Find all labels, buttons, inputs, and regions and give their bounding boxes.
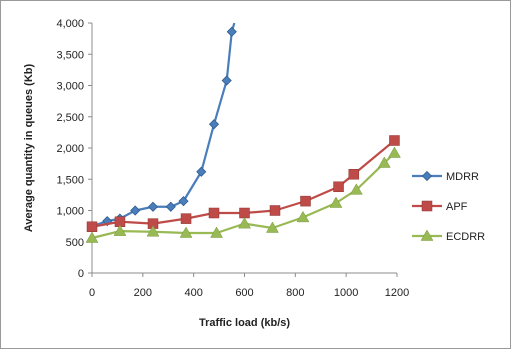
data-point-mdrr [165,201,176,212]
x-tick-label: 0 [89,287,95,299]
legend-marker-ecdrr [420,229,434,241]
y-tick-label: 1,000 [56,206,84,218]
data-point-mdrr [226,26,237,37]
data-point-apf [389,135,400,146]
data-point-ecdrr [388,146,401,158]
data-point-mdrr [208,119,220,130]
y-tick-label: 500 [66,237,84,249]
data-point-ecdrr [146,225,160,237]
data-point-apf [86,221,98,232]
y-tick-label: 1,500 [56,174,84,186]
y-tick-label: 3,000 [56,81,84,93]
data-point-mdrr [221,75,232,86]
data-point-apf [269,205,281,216]
x-tick-labels: 0 200 400 600 800 1000 1200 [89,287,409,299]
legend: MDRR APF ECDRR [412,170,485,243]
legend-label: MDRR [446,171,479,183]
series-apf [86,135,400,232]
series-line-ecdrr [91,152,396,240]
y-tick-labels: 0 500 1,000 1,500 2,000 2,500 3,000 3,500 4,000 [56,18,84,280]
data-point-apf [333,181,344,192]
data-point-ecdrr [210,226,223,238]
x-tick-label: 1200 [385,287,409,299]
series-mdrr [86,22,237,232]
y-tick-label: 4,000 [56,18,84,30]
y-tick-label: 2,000 [56,143,84,155]
x-tick-label: 1000 [334,287,358,299]
series-layer [85,22,401,243]
x-axis-title: Traffic load (kb/s) [199,317,290,329]
data-point-ecdrr [349,183,363,195]
data-point-mdrr [147,201,159,212]
data-point-ecdrr [266,221,279,233]
series-ecdrr [85,146,401,243]
data-point-ecdrr [377,156,391,168]
legend-item-ecdrr: ECDRR [412,229,485,243]
data-point-mdrr [130,205,141,216]
legend-marker-mdrr [421,170,433,182]
data-point-mdrr [196,166,207,177]
legend-label: APF [446,201,468,213]
data-point-apf [300,195,311,207]
y-axis-title: Average quantity in queues (Kb) [23,64,35,233]
data-point-apf [208,207,220,219]
data-point-ecdrr [296,210,310,223]
legend-item-mdrr: MDRR [412,170,479,183]
data-point-ecdrr [238,217,251,229]
x-tick-label: 600 [235,287,253,299]
data-point-ecdrr [179,226,193,238]
x-tick-label: 400 [184,287,202,299]
legend-item-apf: APF [412,200,468,213]
y-tick-label: 3,500 [56,49,84,61]
data-point-apf [239,207,250,219]
y-tick-label: 2,500 [56,112,84,124]
data-point-apf [348,169,360,180]
data-point-mdrr [178,196,189,207]
x-tick-label: 800 [286,287,304,299]
data-point-ecdrr [85,231,99,243]
legend-marker-apf [421,200,433,212]
data-point-ecdrr [329,196,343,208]
data-point-ecdrr [113,224,127,236]
y-tick-label: 0 [78,268,84,280]
legend-label: ECDRR [446,231,485,243]
data-point-apf [180,213,192,224]
x-tick-label: 200 [134,287,152,299]
axes [88,22,398,277]
